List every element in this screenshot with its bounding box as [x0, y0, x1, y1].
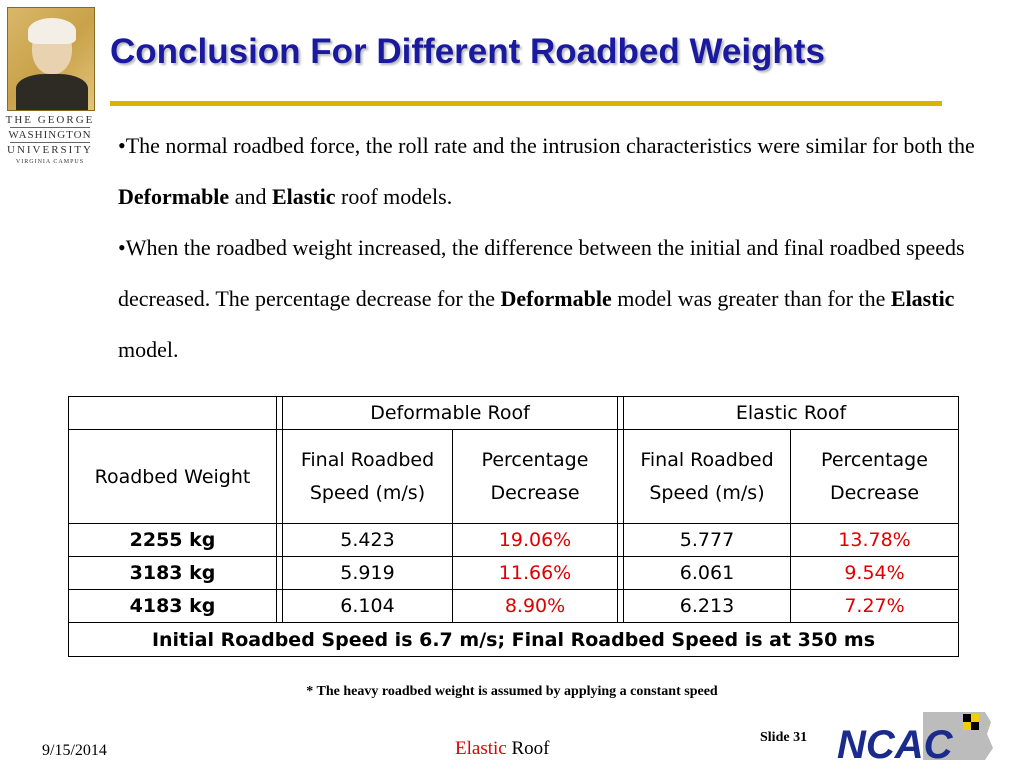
bullet-2-part2: model was greater than for the	[612, 286, 891, 311]
table-footer-note: Initial Roadbed Speed is 6.7 m/s; Final …	[69, 623, 959, 657]
cell-def-pct: 19.06%	[453, 524, 618, 557]
bullet-list: •The normal roadbed force, the roll rate…	[118, 120, 1008, 375]
cell-el-pct: 9.54%	[791, 557, 959, 590]
cell-el-speed: 6.213	[624, 590, 791, 623]
bullet-2-deformable: Deformable	[501, 286, 612, 311]
cell-weight: 4183 kg	[69, 590, 277, 623]
cell-def-speed: 5.919	[283, 557, 453, 590]
row-header-label: Roadbed Weight	[69, 430, 277, 524]
footer-elastic: Elastic	[455, 738, 507, 759]
footer-roof: Roof	[511, 738, 549, 759]
ncac-logo-text: NCAC	[837, 723, 954, 764]
bullet-1-elastic: Elastic	[272, 184, 336, 209]
slide-date: 9/15/2014	[42, 742, 107, 760]
col-header-el-pct: Percentage Decrease	[791, 430, 959, 524]
portrait-image	[7, 7, 95, 111]
footer-caption: Elastic Roof	[455, 738, 549, 760]
table-row: 3183 kg 5.919 11.66% 6.061 9.54%	[69, 557, 959, 590]
cell-el-speed: 5.777	[624, 524, 791, 557]
results-table: Deformable Roof Elastic Roof Roadbed Wei…	[68, 396, 959, 657]
cell-el-speed: 6.061	[624, 557, 791, 590]
table-column-header-row: Roadbed Weight Final Roadbed Speed (m/s) …	[69, 430, 959, 524]
bullet-2: •When the roadbed weight increased, the …	[118, 222, 1008, 375]
footnote: * The heavy roadbed weight is assumed by…	[0, 684, 1024, 700]
col-header-el-speed: Final Roadbed Speed (m/s)	[624, 430, 791, 524]
cell-def-pct: 8.90%	[453, 590, 618, 623]
slide-number: Slide 31	[760, 730, 807, 746]
cell-el-pct: 7.27%	[791, 590, 959, 623]
ncac-logo: NCAC	[835, 708, 995, 764]
table-group-header-row: Deformable Roof Elastic Roof	[69, 397, 959, 430]
cell-el-pct: 13.78%	[791, 524, 959, 557]
table-row: 2255 kg 5.423 19.06% 5.777 13.78%	[69, 524, 959, 557]
table-corner-cell	[69, 397, 277, 430]
bullet-1: •The normal roadbed force, the roll rate…	[118, 120, 1008, 222]
bullet-1-deformable: Deformable	[118, 184, 229, 209]
bullet-1-part3: roof models.	[336, 184, 453, 209]
cell-def-speed: 6.104	[283, 590, 453, 623]
logo-line2: WASHINGTON	[4, 129, 96, 141]
col-header-def-speed: Final Roadbed Speed (m/s)	[283, 430, 453, 524]
cell-def-speed: 5.423	[283, 524, 453, 557]
bullet-2-elastic: Elastic	[891, 286, 955, 311]
logo-line1: THE GEORGE	[4, 114, 96, 126]
title-underline	[110, 101, 942, 106]
bullet-1-part1: •The normal roadbed force, the roll rate…	[118, 133, 975, 158]
logo-line4: VIRGINIA CAMPUS	[4, 159, 96, 165]
cell-weight: 3183 kg	[69, 557, 277, 590]
bullet-2-part3: model.	[118, 337, 179, 362]
col-header-def-pct: Percentage Decrease	[453, 430, 618, 524]
group-header-deformable: Deformable Roof	[283, 397, 618, 430]
cell-def-pct: 11.66%	[453, 557, 618, 590]
university-logo: THE GEORGE WASHINGTON UNIVERSITY VIRGINI…	[4, 4, 96, 174]
table-row: 4183 kg 6.104 8.90% 6.213 7.27%	[69, 590, 959, 623]
group-header-elastic: Elastic Roof	[624, 397, 959, 430]
slide-title: Conclusion For Different Roadbed Weights	[110, 32, 825, 72]
university-name: THE GEORGE WASHINGTON UNIVERSITY VIRGINI…	[4, 114, 96, 165]
cell-weight: 2255 kg	[69, 524, 277, 557]
logo-line3: UNIVERSITY	[4, 144, 96, 156]
table-footer-row: Initial Roadbed Speed is 6.7 m/s; Final …	[69, 623, 959, 657]
bullet-1-part2: and	[229, 184, 272, 209]
